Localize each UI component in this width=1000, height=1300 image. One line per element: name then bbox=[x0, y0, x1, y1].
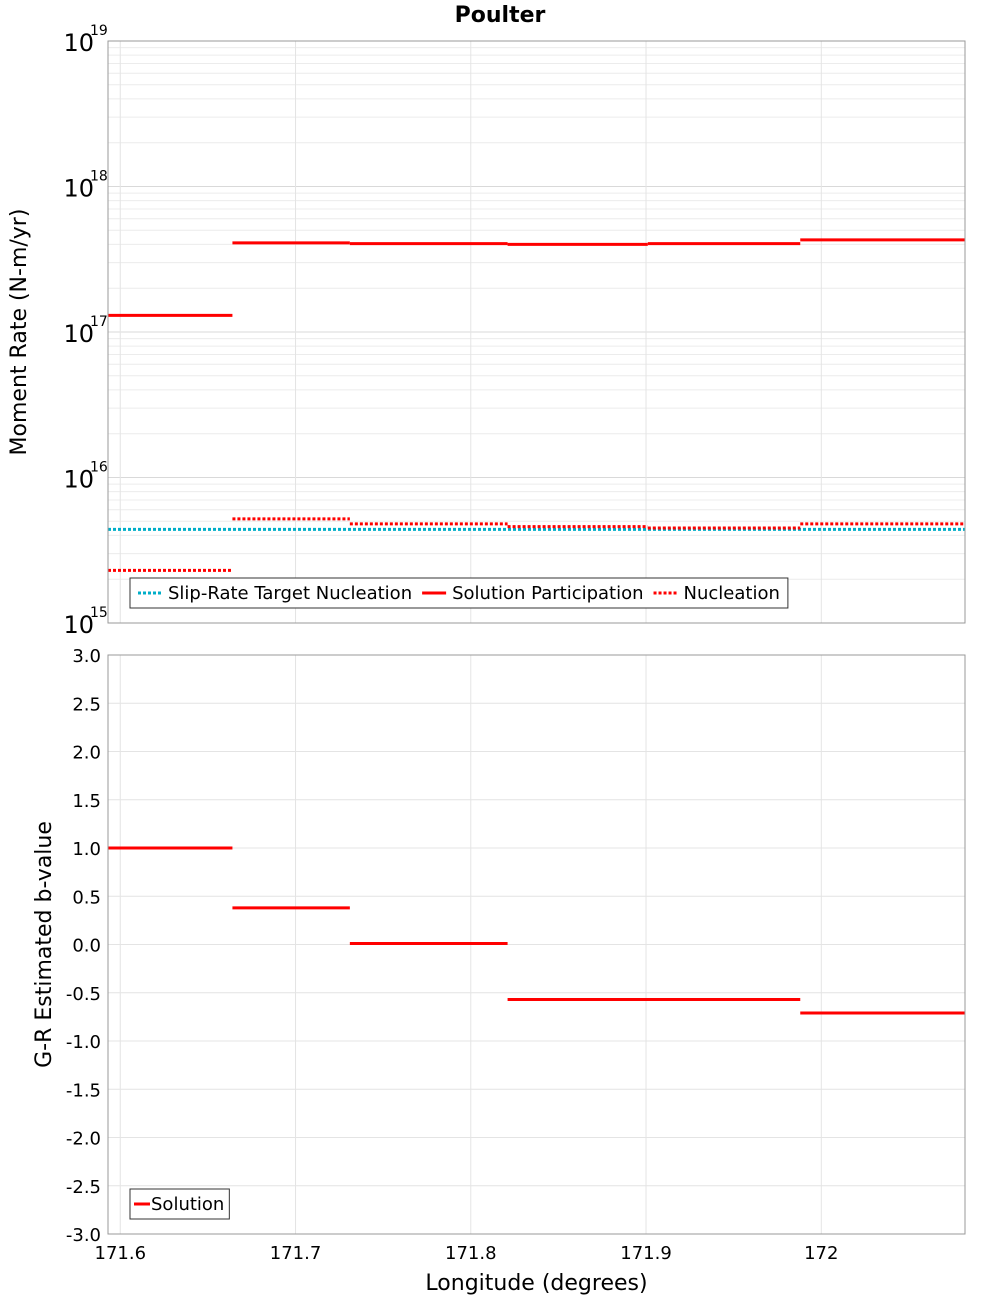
x-axis-label: Longitude (degrees) bbox=[425, 1271, 647, 1296]
y-tick-label: 1.0 bbox=[72, 839, 101, 860]
y-tick-label-exponent: 19 bbox=[90, 23, 108, 39]
chart-title: Poulter bbox=[455, 3, 546, 28]
y-tick-label: 1.5 bbox=[72, 791, 101, 812]
y-tick-label-base: 10 bbox=[63, 175, 94, 203]
legend-entry: Nucleation bbox=[684, 583, 780, 604]
x-tick-label: 172 bbox=[804, 1243, 838, 1264]
y-tick-label-base: 10 bbox=[63, 611, 94, 639]
b-value-panel: -3.0 -2.5 -2.0 -1.5 -1.0 -0.5 0.0 0.5 1.0 1.5 2.0 2… bbox=[32, 646, 966, 1296]
y-tick-label: -2.0 bbox=[66, 1129, 101, 1150]
y-tick-label: -3.0 bbox=[66, 1225, 101, 1246]
x-tick-label: 171.6 bbox=[95, 1243, 147, 1264]
plot-frame bbox=[107, 40, 966, 624]
legend: Slip-Rate Target Nucleation Solution Part… bbox=[129, 577, 789, 609]
y-axis-label: Moment Rate (N-m/yr) bbox=[7, 209, 32, 456]
legend-entry: Solution Participation bbox=[452, 583, 643, 604]
y-tick-label-base: 10 bbox=[63, 320, 94, 348]
y-tick-label: -0.5 bbox=[66, 984, 101, 1005]
y-tick-label: -1.0 bbox=[66, 1032, 101, 1053]
y-tick-label: -2.5 bbox=[66, 1177, 101, 1198]
y-tick-label: 2.0 bbox=[72, 743, 101, 764]
legend-entry: Solution bbox=[151, 1194, 224, 1215]
legend: Solution bbox=[129, 1188, 230, 1220]
y-tick-label: 3.0 bbox=[72, 646, 101, 667]
x-tick-label: 171.7 bbox=[270, 1243, 322, 1264]
y-tick-label-exponent: 17 bbox=[90, 314, 108, 330]
y-tick-label-base: 10 bbox=[63, 29, 94, 57]
y-tick-label: 0.0 bbox=[72, 936, 101, 957]
y-tick-label-exponent: 18 bbox=[90, 169, 108, 185]
y-tick-label: 0.5 bbox=[72, 887, 101, 908]
y-tick-label: -1.5 bbox=[66, 1080, 101, 1101]
x-tick-label: 171.9 bbox=[620, 1243, 672, 1264]
y-tick-label: 2.5 bbox=[72, 694, 101, 715]
y-axis-label: G-R Estimated b-value bbox=[32, 821, 57, 1068]
y-tick-label-base: 10 bbox=[63, 466, 94, 494]
x-tick-label: 171.8 bbox=[445, 1243, 497, 1264]
y-tick-label-exponent: 16 bbox=[90, 460, 108, 476]
legend-box bbox=[129, 577, 789, 609]
y-tick-label-exponent: 15 bbox=[90, 605, 108, 621]
plot-frame bbox=[107, 654, 966, 1235]
legend-entry: Slip-Rate Target Nucleation bbox=[168, 583, 412, 604]
